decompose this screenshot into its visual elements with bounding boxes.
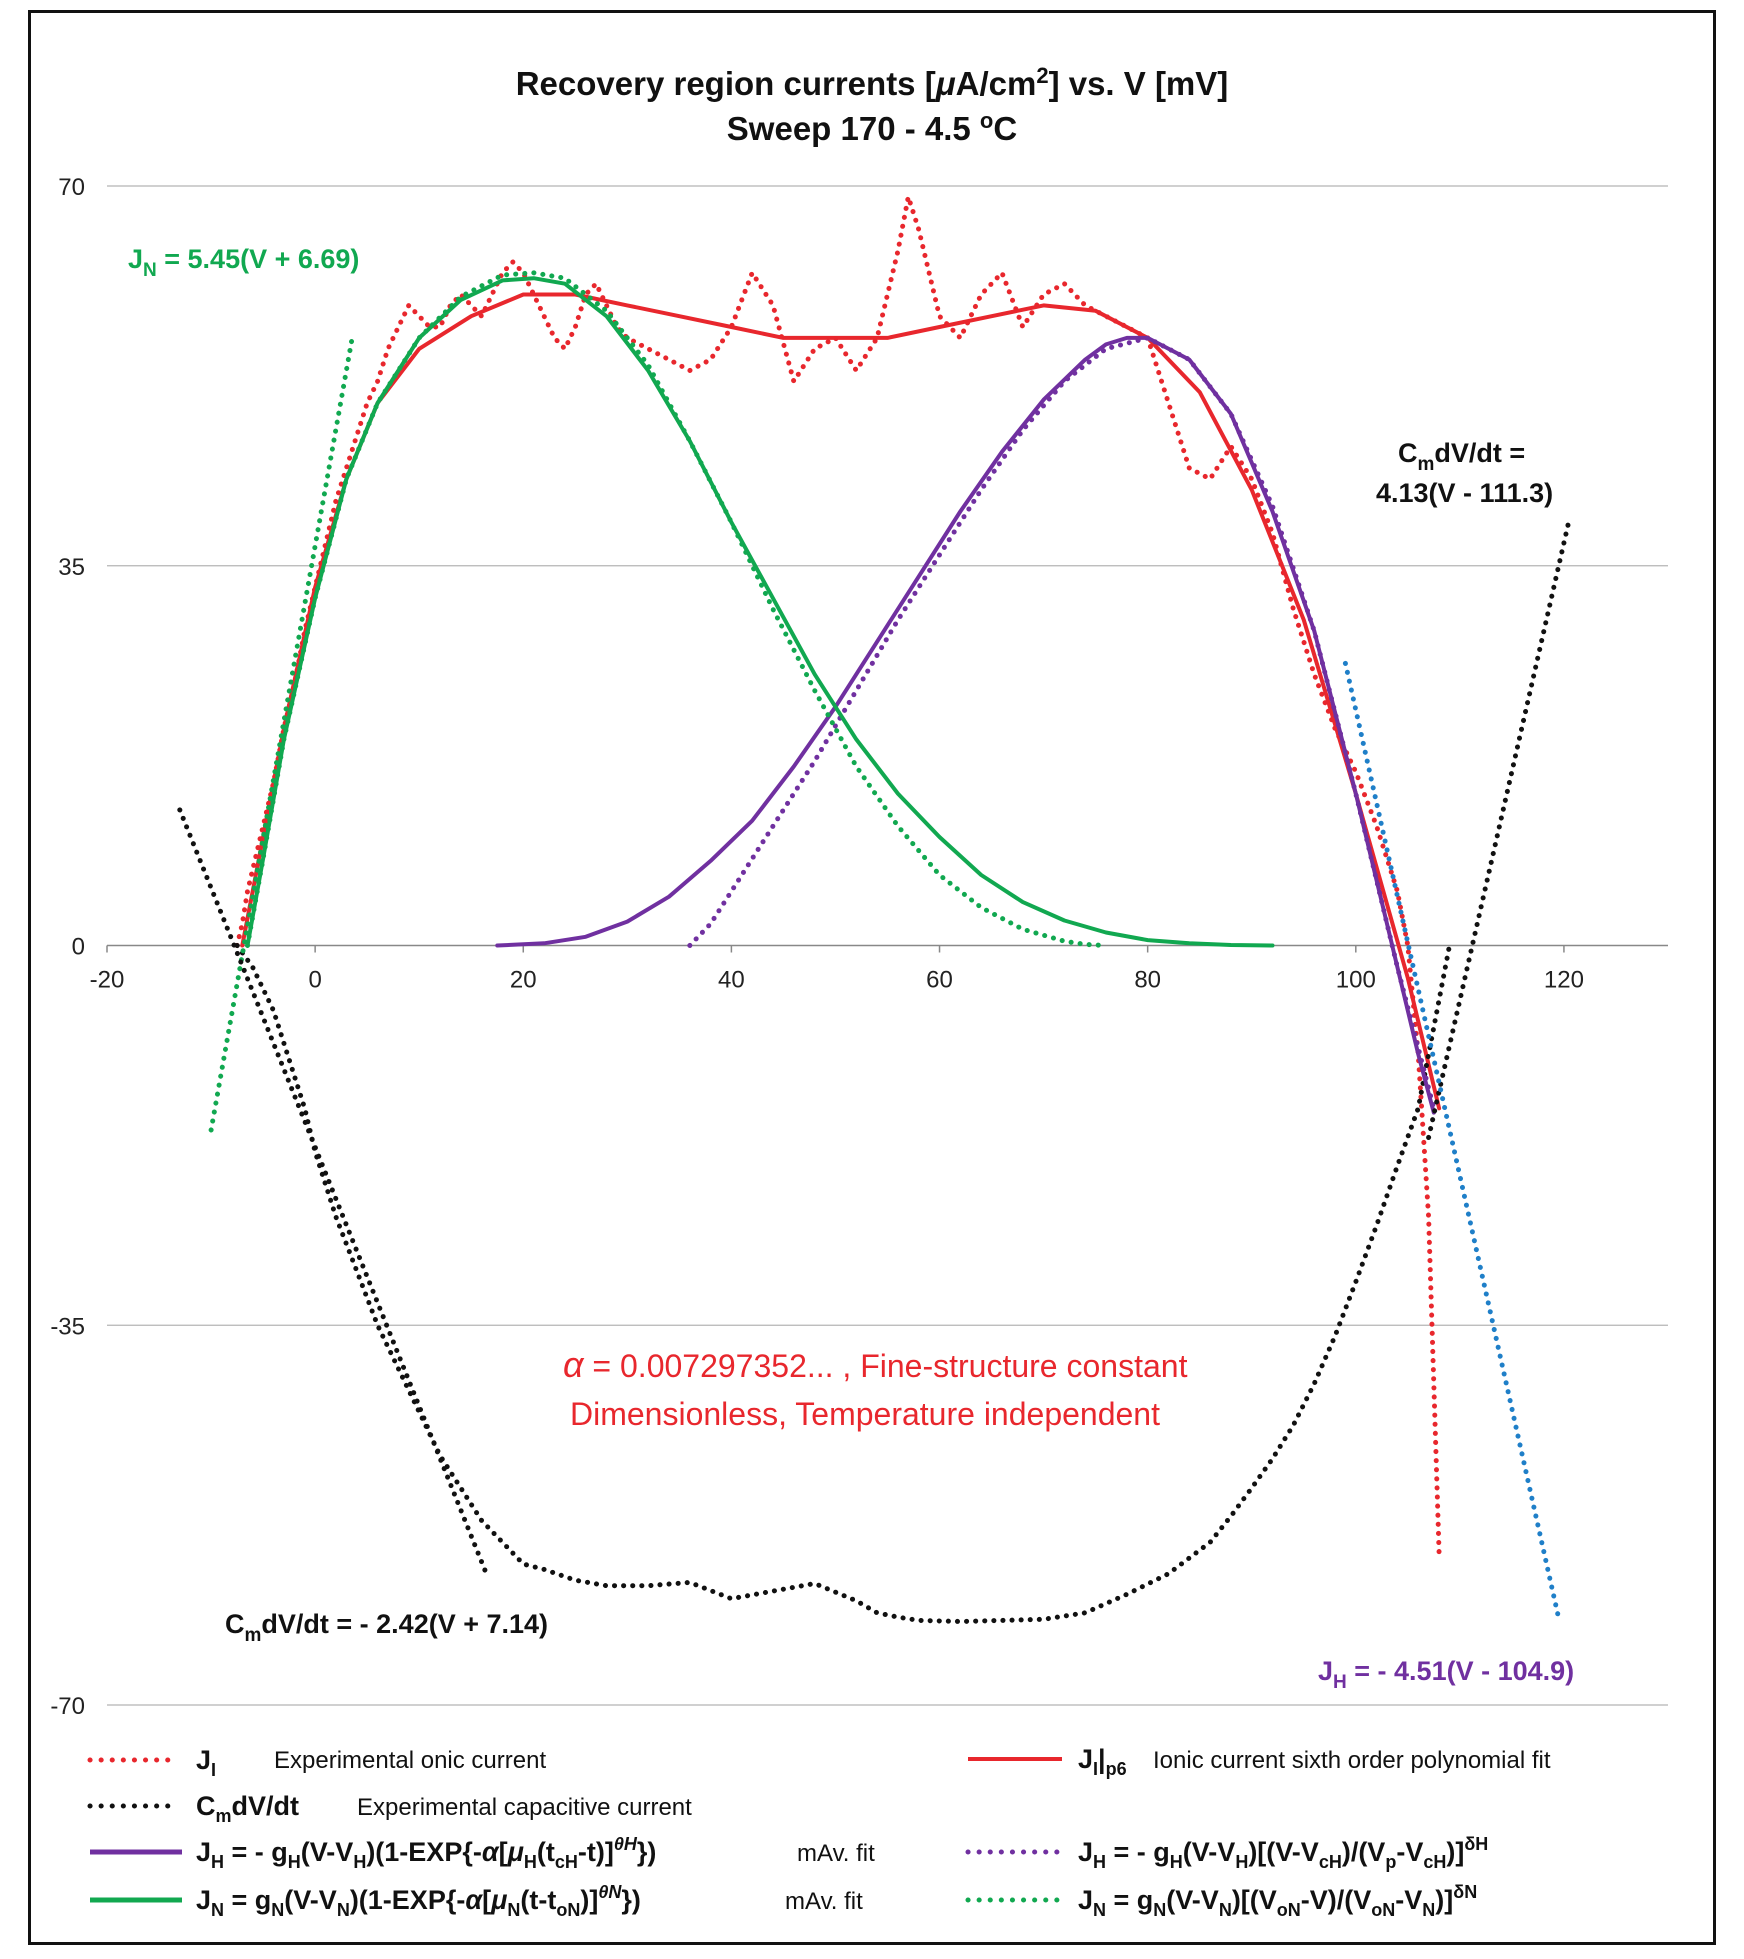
x-tick-label: 100 [1336, 967, 1376, 994]
x-tick-label: 40 [718, 967, 745, 994]
legend-desc-ji: Experimental onic current [274, 1747, 546, 1774]
x-tick-label: -20 [90, 967, 125, 994]
chart-title-line1: Recovery region currents [μA/cm2] vs. V … [516, 63, 1229, 102]
legend-label-jh-fit: JH = - gH(V-VH)(1-EXP{-α[μH(tcH-t)]θH}) [196, 1834, 656, 1872]
x-tick-label: 80 [1134, 967, 1161, 994]
legend-desc-ji-fit: Ionic current sixth order polynomial fit [1153, 1747, 1551, 1774]
legend-fit-jh: mAv. fit [797, 1840, 875, 1867]
annotation-jn-tangent: JN = 5.45(V + 6.69) [128, 244, 359, 281]
grid-lines [107, 185, 1668, 1706]
annotation-cm-tangent-right-eq: 4.13(V - 111.3) [1376, 478, 1553, 508]
x-tick-label: 20 [510, 967, 537, 994]
legend-label-ji-fit: JI|p6 [1078, 1744, 1127, 1779]
legend-label-jn-fit: JN = gN(V-VN)(1-EXP{-α[μN(t-toN)]θN}) [196, 1882, 641, 1920]
y-tick-label: 70 [58, 174, 85, 201]
series-line-6 [245, 270, 1109, 948]
series-line-4 [687, 335, 1437, 1111]
legend-label-jh-power: JH = - gH(V-VH)[(V-VcH)/(Vp-VcH)]δH [1078, 1834, 1488, 1872]
series-line-8 [177, 807, 490, 1578]
y-tick-label: 0 [72, 934, 85, 961]
legend-desc-cm: Experimental capacitive current [357, 1794, 692, 1821]
legend-label-jn-power: JN = gN(V-VN)[(VoN-V)/(VoN-VN)]δN [1078, 1882, 1477, 1920]
x-tick-label: 0 [308, 967, 321, 994]
legend-fit-jn: mAv. fit [785, 1888, 863, 1915]
legend-label-ji: JI [196, 1745, 216, 1780]
chart-frame [28, 10, 1716, 1945]
series-group [177, 194, 1572, 1624]
y-tick-label: -70 [50, 1693, 85, 1720]
annotation-cm-tangent-right: CmdV/dt = [1398, 438, 1525, 475]
series-line-3 [495, 335, 1436, 1115]
series-line-2 [234, 943, 1452, 1624]
legend-label-cm: CmdV/dt [196, 1791, 299, 1826]
y-tick-label: 35 [58, 554, 85, 581]
chart-title-line2: Sweep 170 - 4.5 oC [727, 108, 1017, 147]
annotation-jh-tangent: JH = - 4.51(V - 104.9) [1318, 1656, 1574, 1693]
series-line-10 [1342, 660, 1562, 1621]
series-line-5 [245, 276, 1275, 948]
series-line-0 [234, 194, 1442, 1556]
x-tick-label: 60 [926, 967, 953, 994]
x-tick-label: 120 [1544, 967, 1584, 994]
y-tick-label: -35 [50, 1313, 85, 1340]
legend: JI Experimental onic current JI|p6 Ionic… [87, 1744, 1551, 1920]
series-line-9 [1426, 517, 1572, 1140]
annotation-cm-tangent-left: CmdV/dt = - 2.42(V + 7.14) [225, 1609, 548, 1646]
annotation-alpha: α = 0.007297352... , Fine-structure cons… [563, 1344, 1188, 1385]
annotation-alpha-desc: Dimensionless, Temperature independent [570, 1396, 1160, 1432]
series-line-7 [208, 338, 355, 1133]
axes [106, 944, 1668, 953]
